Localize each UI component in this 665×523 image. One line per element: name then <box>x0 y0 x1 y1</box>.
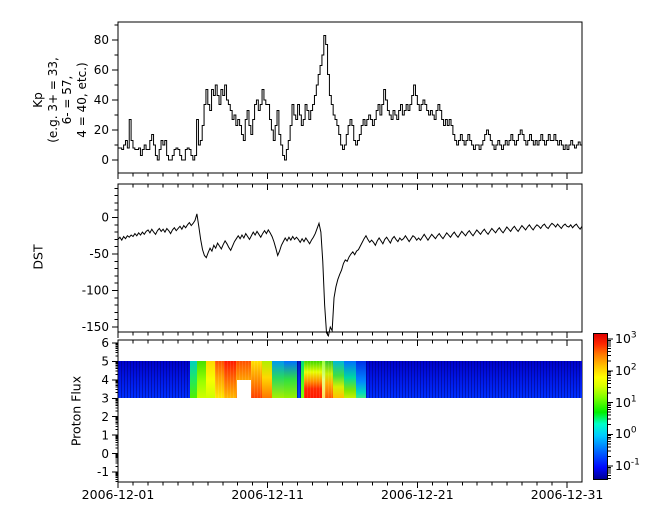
kp-ytick-label: 60 <box>94 63 109 77</box>
proton-flux-spectrogram <box>118 361 582 399</box>
pf-ytick-label: 3 <box>101 391 109 405</box>
pf-ytick-label: 4 <box>101 373 109 387</box>
colorbar <box>593 333 608 480</box>
spectrogram-segment <box>284 361 297 399</box>
kp-ytick-label: 20 <box>94 123 109 137</box>
spectrogram-segment <box>296 361 301 399</box>
colorbar-tick-label: 102 <box>615 362 637 378</box>
kp-ytick-label: 80 <box>94 33 109 47</box>
spectrogram-segment <box>355 361 367 399</box>
spectrogram-segment <box>300 361 305 399</box>
dst-axis-label: DST <box>30 244 46 270</box>
x-tick-label: 2006-12-01 <box>81 487 155 502</box>
pf-ytick-label: 0 <box>101 447 109 461</box>
proton-flux-axis-label: Proton Flux <box>68 375 84 447</box>
pf-ytick-label: 2 <box>101 410 109 424</box>
spectrogram-segment <box>332 361 344 399</box>
x-tick-label: 2006-12-11 <box>231 487 304 502</box>
x-tick-label: 2006-12-31 <box>530 487 604 502</box>
pf-ytick-label: 6 <box>101 336 109 350</box>
spectrogram-segment <box>251 361 262 399</box>
spectrogram-segment <box>189 361 198 399</box>
dst-series <box>117 213 583 338</box>
spectrogram-segment <box>322 361 325 399</box>
dst-panel-frame <box>117 183 583 333</box>
pf-ytick-label: 1 <box>101 428 109 442</box>
spectrogram-segment <box>261 361 273 399</box>
spectrogram-data-gap <box>236 379 252 399</box>
spectrogram-segment <box>324 361 333 399</box>
x-tick-label: 2006-12-21 <box>381 487 454 502</box>
dst-ytick-label: -150 <box>82 320 109 334</box>
spectrogram-segment <box>366 361 582 399</box>
dst-ytick-label: -50 <box>89 247 109 261</box>
dst-ytick-label: -100 <box>82 284 109 298</box>
colorbar-tick-label: 101 <box>615 394 637 410</box>
kp-ytick-label: 0 <box>101 153 109 167</box>
kp-series <box>118 35 582 161</box>
spectrogram-segment <box>304 361 323 399</box>
spectrogram-segment <box>197 361 207 399</box>
kp-ytick-label: 40 <box>94 93 109 107</box>
kp-panel-frame <box>117 21 583 174</box>
colorbar-tick-label: 10-1 <box>615 457 640 473</box>
colorbar-tick-label: 103 <box>615 330 637 346</box>
spectrogram-segment <box>272 361 285 399</box>
spectrogram-segment <box>118 361 190 399</box>
pf-ytick-label: -1 <box>97 465 109 479</box>
spectrogram-segment <box>344 361 356 399</box>
spectrogram-segment <box>215 361 225 399</box>
spectrogram-segment <box>224 361 237 399</box>
spectrogram-segment <box>206 361 216 399</box>
colorbar-tick-label: 100 <box>615 425 637 442</box>
kp-axis-label: Kp (e.g. 3+ = 33, 6- = 57, 4 = 40, etc.) <box>30 57 89 143</box>
pf-ytick-label: 5 <box>101 355 109 369</box>
dst-ytick-label: 0 <box>101 211 109 225</box>
